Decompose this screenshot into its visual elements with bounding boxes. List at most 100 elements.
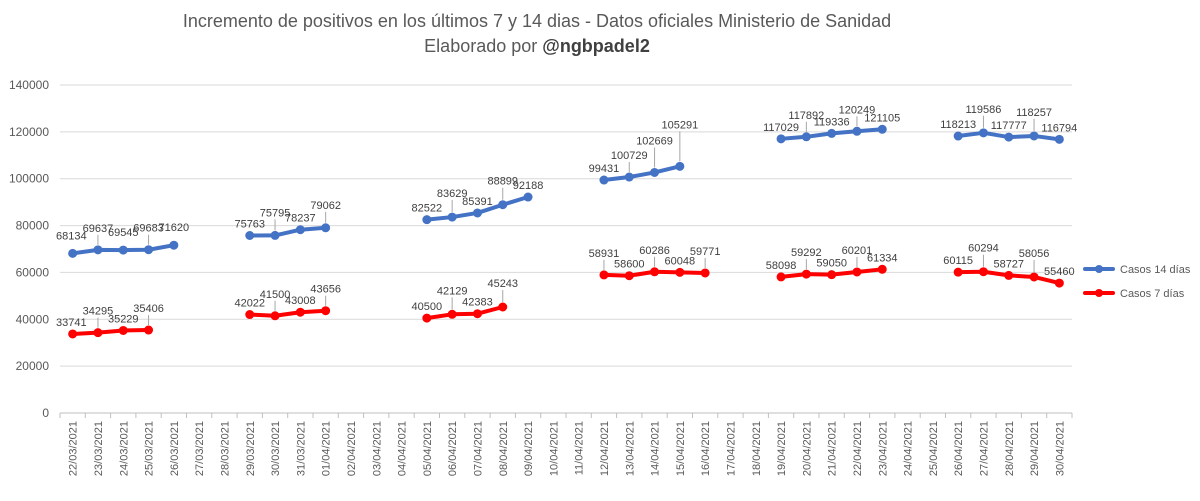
data-point [118, 245, 128, 255]
data-label: 116794 [1041, 122, 1077, 134]
x-tick-label: 23/04/2021 [877, 421, 889, 476]
data-point [422, 215, 432, 225]
x-tick-label: 25/03/2021 [144, 421, 156, 476]
label-leader-lines [97, 115, 1035, 328]
data-point [295, 307, 305, 317]
data-point [827, 270, 837, 280]
data-label: 118257 [1016, 107, 1052, 119]
x-tick-label: 25/04/2021 [928, 421, 940, 476]
data-point [877, 124, 887, 134]
data-label: 120249 [839, 104, 876, 116]
y-tick-label: 120000 [9, 125, 49, 139]
x-tick-label: 15/04/2021 [675, 421, 687, 476]
chart-title-line1: Incremento de positivos en los últimos 7… [183, 11, 891, 31]
data-label: 117029 [763, 122, 799, 134]
data-label: 118213 [940, 119, 976, 131]
data-point [498, 200, 508, 210]
x-tick-label: 31/03/2021 [295, 421, 307, 476]
gridlines [60, 84, 1072, 367]
x-tick-label: 21/04/2021 [827, 421, 839, 476]
data-label: 41500 [260, 289, 291, 301]
data-point [472, 309, 482, 319]
series-line-segment [70, 328, 151, 336]
x-tick-label: 28/04/2021 [1004, 421, 1016, 476]
data-label: 85391 [462, 196, 493, 208]
data-point [978, 128, 988, 138]
data-label: 79062 [310, 200, 341, 212]
data-label: 119586 [966, 104, 1002, 116]
data-label: 43656 [310, 284, 341, 296]
data-point [801, 132, 811, 142]
data-point [852, 126, 862, 136]
x-tick-label: 22/03/2021 [68, 421, 80, 476]
chart-title-line2: Elaborado por @ngbpadel2 [424, 36, 650, 56]
data-point [295, 225, 305, 235]
data-point [93, 328, 103, 338]
data-point [68, 248, 78, 258]
data-label: 58727 [993, 258, 1024, 270]
series-casos-14-dias [68, 124, 1064, 258]
x-tick-label: 20/04/2021 [801, 421, 813, 476]
data-label: 58056 [1019, 248, 1050, 260]
data-point [700, 268, 710, 278]
data-point [776, 134, 786, 144]
data-label: 42022 [234, 298, 265, 310]
x-tick-label: 02/04/2021 [346, 421, 358, 476]
data-point [472, 208, 482, 218]
data-point [1029, 272, 1039, 282]
data-point [599, 270, 609, 280]
data-point [1054, 134, 1064, 144]
data-point [953, 267, 963, 277]
x-tick-label: 17/04/2021 [725, 421, 737, 476]
data-label: 75795 [260, 207, 291, 219]
data-label: 60201 [842, 245, 873, 257]
y-axis: 0 20000 40000 60000 80000 100000 120000 140000 [9, 78, 49, 420]
data-label: 35406 [133, 303, 164, 315]
data-label: 34295 [83, 306, 114, 318]
data-label: 119336 [814, 116, 850, 128]
data-label: 100729 [611, 150, 648, 162]
legend: Casos 14 días Casos 7 días [1083, 264, 1191, 300]
data-point [270, 311, 280, 321]
data-point [68, 329, 78, 339]
x-tick-label: 29/04/2021 [1029, 421, 1041, 476]
legend-label: Casos 14 días [1120, 264, 1191, 276]
data-point [321, 223, 331, 233]
chart-title-prefix: Elaborado por [424, 36, 542, 56]
data-label: 35229 [108, 313, 139, 325]
data-label: 43008 [285, 295, 316, 307]
data-point [144, 245, 154, 255]
x-tick-label: 12/04/2021 [599, 421, 611, 476]
data-point [827, 128, 837, 138]
x-tick-label: 30/04/2021 [1054, 421, 1066, 476]
y-tick-label: 0 [42, 406, 49, 420]
data-label: 69683 [133, 223, 164, 235]
data-point [245, 230, 255, 240]
data-point [1004, 132, 1014, 142]
data-label: 102669 [636, 135, 673, 147]
data-point [801, 269, 811, 279]
series-line-segment [601, 164, 682, 183]
x-tick-label: 27/03/2021 [194, 421, 206, 476]
data-label: 58600 [614, 259, 645, 271]
data-label: 121105 [864, 112, 900, 124]
data-label: 58931 [589, 248, 620, 260]
data-point [169, 240, 179, 250]
series-line-segment [247, 225, 328, 238]
x-tick-label: 07/04/2021 [472, 421, 484, 476]
data-label: 60294 [968, 243, 999, 255]
x-tick-label: 03/04/2021 [371, 421, 383, 476]
data-point [422, 313, 432, 323]
legend-swatch-marker [1095, 289, 1103, 297]
data-point [599, 175, 609, 185]
data-point [93, 245, 103, 255]
x-tick-label: 16/04/2021 [700, 421, 712, 476]
data-point [447, 309, 457, 319]
data-label: 59050 [816, 258, 847, 270]
x-tick-label: 26/04/2021 [953, 421, 965, 476]
y-tick-label: 60000 [16, 265, 50, 279]
x-tick-label: 14/04/2021 [650, 421, 662, 476]
data-label: 42129 [437, 285, 468, 297]
data-point [144, 325, 154, 335]
x-tick-label: 22/04/2021 [852, 421, 864, 476]
